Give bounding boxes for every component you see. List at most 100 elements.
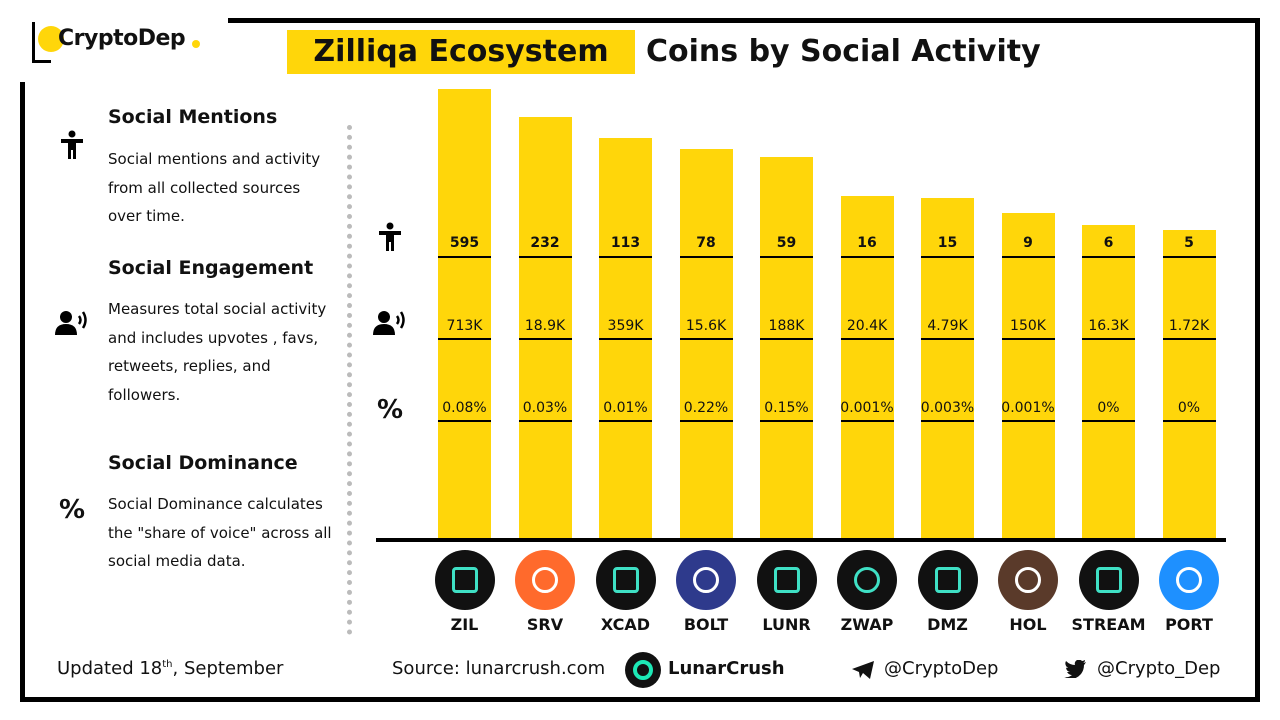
mentions-row-person-icon	[370, 222, 410, 252]
mentions-divider-hol	[1001, 256, 1055, 258]
mentions-value-srv: 232	[530, 235, 560, 251]
mentions-value-stream: 6	[1103, 235, 1114, 251]
engagement-value-lunr: 188K	[768, 318, 805, 334]
engagement-divider-zwap	[840, 338, 894, 340]
legend-desc-dominance: Social Dominance calculates the "share o…	[108, 495, 332, 570]
mentions-value-port: 5	[1184, 235, 1194, 251]
engagement-value-zwap: 20.4K	[846, 318, 888, 334]
mentions-value-zil: 595	[449, 235, 480, 251]
dominance-value-zil: 0.08%	[442, 400, 487, 416]
bar-stream	[1082, 224, 1135, 538]
coin-icon-dmz	[917, 550, 978, 610]
legend-desc-engagement: Measures total social activity and inclu…	[108, 300, 327, 404]
dominance-divider-port	[1162, 420, 1216, 422]
dominance-divider-lunr	[760, 420, 813, 422]
dominance-divider-srv	[518, 420, 572, 422]
chart-baseline	[376, 538, 1226, 542]
bar-srv	[518, 116, 572, 538]
engagement-divider-zil	[438, 338, 491, 340]
engagement-value-hol: 150K	[1010, 318, 1046, 334]
lunarcrush-brand: LunarCrush	[668, 658, 785, 679]
updated-date: Updated 18th, September	[57, 658, 284, 679]
dominance-value-zwap: 0.001%	[840, 400, 894, 416]
logo-dot	[192, 40, 200, 48]
coin-icon-port	[1159, 550, 1219, 610]
coin-label-zil: ZIL	[450, 615, 479, 634]
legend-title-dominance: Social Dominance	[108, 452, 298, 474]
dominance-value-srv: 0.03%	[522, 400, 568, 416]
mentions-value-xcad: 113	[610, 235, 641, 251]
dominance-divider-dmz	[921, 420, 974, 422]
coin-icon-lunr	[756, 550, 817, 610]
mentions-value-lunr: 59	[776, 235, 797, 251]
logo-text: CryptoDep	[58, 26, 186, 51]
dominance-divider-hol	[1001, 420, 1055, 422]
dominance-row-percent-icon: %	[376, 395, 404, 425]
legend-desc-mentions: Social mentions and activity from all co…	[108, 150, 321, 225]
mentions-divider-dmz	[921, 256, 974, 258]
mentions-divider-lunr	[760, 256, 813, 258]
dominance-divider-bolt	[679, 420, 733, 422]
engagement-value-xcad: 359K	[607, 318, 644, 334]
coin-icon-srv	[515, 550, 575, 610]
frame-left-border	[20, 82, 25, 702]
coin-label-hol: HOL	[1009, 615, 1047, 634]
mentions-divider-zil	[438, 256, 491, 258]
coin-label-bolt: BOLT	[683, 615, 729, 634]
speaking-person-icon	[52, 303, 92, 343]
engagement-value-zil: 713K	[446, 318, 483, 334]
percent-icon: %	[58, 495, 86, 525]
legend-title-mentions: Social Mentions	[108, 106, 278, 128]
lunarcrush-logo-icon	[625, 652, 661, 688]
mentions-divider-srv	[518, 256, 572, 258]
engagement-value-bolt: 15.6K	[685, 318, 727, 334]
bar-lunr	[760, 157, 813, 538]
engagement-divider-srv	[518, 338, 572, 340]
mentions-divider-bolt	[679, 256, 733, 258]
coin-icon-bolt	[676, 550, 736, 610]
engagement-value-port: 1.72K	[1168, 318, 1210, 334]
engagement-divider-port	[1162, 338, 1216, 340]
title-highlight: Zilliqa Ecosystem	[287, 30, 635, 74]
dotted-separator	[347, 125, 352, 635]
engagement-divider-hol	[1001, 338, 1055, 340]
dominance-divider-zil	[438, 420, 491, 422]
dominance-value-lunr: 0.15%	[764, 400, 809, 416]
coin-icon-xcad	[595, 550, 656, 610]
cryptodep-logo: CryptoDep	[32, 20, 212, 66]
coin-label-stream: STREAM	[1071, 615, 1146, 634]
engagement-value-dmz: 4.79K	[927, 318, 968, 334]
mentions-divider-port	[1162, 256, 1216, 258]
coin-icon-stream	[1078, 550, 1139, 610]
logo-bracket	[32, 22, 51, 63]
bar-hol	[1001, 212, 1055, 538]
twitter-handle[interactable]: @Crypto_Dep	[1097, 658, 1221, 679]
page-title: Coins by Social Activity	[646, 34, 1041, 69]
telegram-handle[interactable]: @CryptoDep	[884, 658, 999, 679]
mentions-divider-zwap	[840, 256, 894, 258]
bar-zwap	[840, 195, 894, 538]
logo-circle	[38, 26, 64, 52]
mentions-value-bolt: 78	[696, 235, 716, 251]
coin-icon-hol	[998, 550, 1058, 610]
dominance-value-port: 0%	[1177, 400, 1201, 416]
mentions-value-dmz: 15	[937, 235, 958, 251]
dominance-divider-xcad	[599, 420, 652, 422]
mentions-divider-stream	[1082, 256, 1135, 258]
engagement-divider-lunr	[760, 338, 813, 340]
telegram-icon	[852, 661, 874, 684]
coin-label-lunr: LUNR	[762, 615, 811, 634]
dominance-value-stream: 0%	[1097, 400, 1120, 416]
coin-label-xcad: XCAD	[600, 615, 651, 634]
coin-icon-zil	[434, 550, 495, 610]
coin-label-zwap: ZWAP	[840, 615, 894, 634]
twitter-icon	[1064, 659, 1086, 683]
bar-zil	[438, 89, 491, 538]
dominance-value-hol: 0.001%	[1001, 400, 1055, 416]
bar-bolt	[679, 148, 733, 538]
source-text: Source: lunarcrush.com	[392, 658, 606, 679]
engagement-row-speaking-icon	[370, 308, 410, 338]
engagement-divider-stream	[1082, 338, 1135, 340]
frame-top-border	[228, 18, 1260, 23]
